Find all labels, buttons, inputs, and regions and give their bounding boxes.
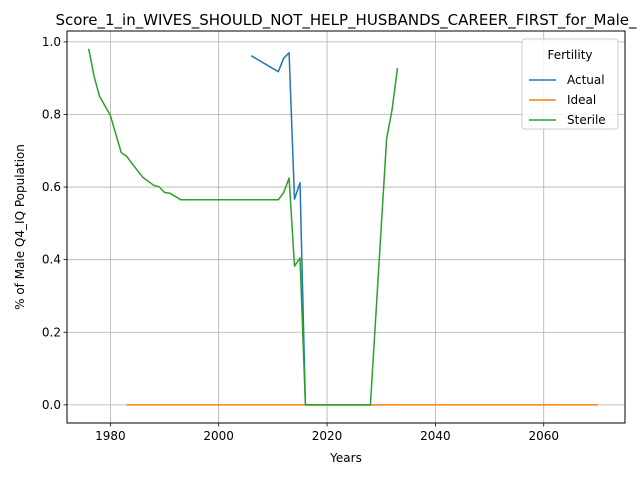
legend-box <box>521 38 619 130</box>
x-tick-label: 2020 <box>312 429 343 443</box>
legend: Fertility Actual Ideal Sterile <box>521 38 619 130</box>
x-tick-label: 2060 <box>528 429 559 443</box>
y-tick-label: 1.0 <box>42 35 61 49</box>
y-tick-label: 0.8 <box>42 107 61 121</box>
y-axis-label: % of Male Q4_IQ Population <box>13 144 27 310</box>
series-lines <box>87 48 598 406</box>
x-tick-label: 2040 <box>420 429 451 443</box>
legend-label-ideal: Ideal <box>567 93 596 107</box>
axis-ticks: 1980 2000 2020 2040 2060 0.0 0.2 0.4 0.6 0.8 1.0 <box>42 35 559 443</box>
plot-frame <box>66 30 626 424</box>
x-tick-label: 1980 <box>95 429 126 443</box>
y-tick-label: 0.2 <box>42 325 61 339</box>
legend-title: Fertility <box>547 48 592 62</box>
y-tick-label: 0.0 <box>42 398 61 412</box>
y-tick-label: 0.4 <box>42 253 61 267</box>
x-axis-label: Years <box>329 451 362 465</box>
legend-label-sterile: Sterile <box>567 113 606 127</box>
legend-entries: Actual Ideal Sterile <box>529 73 606 127</box>
series-line-sterile <box>87 48 399 406</box>
y-tick-label: 0.6 <box>42 180 61 194</box>
x-tick-label: 2000 <box>203 429 234 443</box>
legend-label-actual: Actual <box>567 73 605 87</box>
chart-title: Score_1_in_WIVES_SHOULD_NOT_HELP_HUSBAND… <box>55 11 637 30</box>
